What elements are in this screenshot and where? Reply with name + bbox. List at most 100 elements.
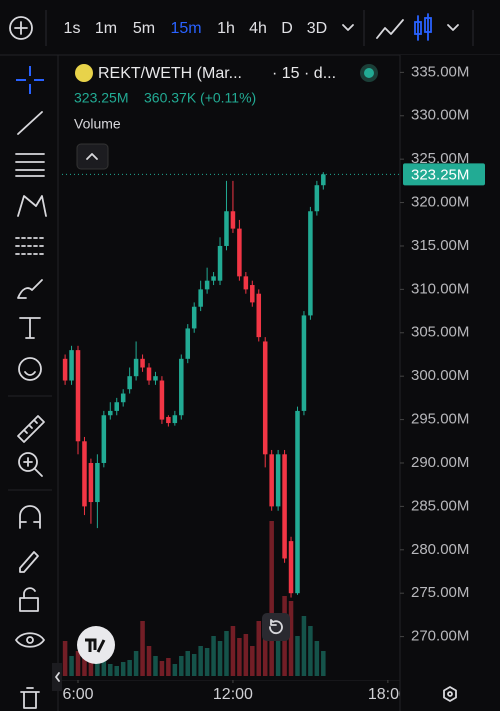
collapse-legend-button[interactable] xyxy=(76,143,109,170)
symbol-logo xyxy=(75,64,93,82)
market-status-dot xyxy=(364,68,374,78)
interval-button[interactable]: D xyxy=(281,20,293,37)
left-toolbar xyxy=(8,55,59,711)
volume-bar xyxy=(146,646,152,676)
candle-body xyxy=(269,454,274,507)
volume-bar xyxy=(288,601,294,676)
candle-body xyxy=(101,415,107,463)
volume-bar xyxy=(120,662,126,676)
y-tick-label: 310.00M xyxy=(411,280,469,297)
volume-bar xyxy=(82,646,87,676)
interval-button[interactable]: 5m xyxy=(133,20,155,37)
candle-body xyxy=(133,358,139,377)
volume-bar xyxy=(159,661,165,676)
settings-button[interactable] xyxy=(443,686,457,702)
candle-body xyxy=(114,402,120,411)
candle-body xyxy=(295,410,300,594)
volume-bar xyxy=(308,626,313,676)
candle-body xyxy=(69,350,74,381)
delete-tool[interactable] xyxy=(20,687,40,709)
interval-button[interactable]: 1m xyxy=(95,20,117,37)
zoom-tool[interactable] xyxy=(18,452,38,472)
interval-button[interactable]: 1h xyxy=(217,20,235,37)
volume-bar xyxy=(153,656,158,676)
volume-bar xyxy=(95,654,100,676)
visibility-tool[interactable] xyxy=(15,632,45,648)
forecast-tool[interactable] xyxy=(15,237,45,255)
y-tick-label: 270.00M xyxy=(411,628,469,645)
candle-body xyxy=(314,185,320,212)
text-tool[interactable] xyxy=(19,317,41,339)
volume-bar xyxy=(243,634,249,676)
candle-body xyxy=(230,211,236,229)
candle-body xyxy=(288,541,294,594)
candle-body xyxy=(146,367,152,381)
volume-bar xyxy=(179,656,184,676)
candle-body xyxy=(262,341,268,455)
fib-tool[interactable] xyxy=(15,153,45,177)
interval-button[interactable]: 15m xyxy=(170,20,201,37)
eye-pupil xyxy=(26,636,34,644)
lock-tool[interactable] xyxy=(19,597,39,612)
y-tick-label: 330.00M xyxy=(411,107,469,124)
candle-body xyxy=(82,441,87,507)
candle-body xyxy=(88,462,94,503)
candle-body xyxy=(321,174,326,186)
volume-bar xyxy=(185,651,191,676)
plot-area xyxy=(62,172,400,676)
interval-menu[interactable] xyxy=(342,24,354,31)
volume-bar xyxy=(301,616,307,676)
candle-body xyxy=(211,276,216,281)
emoji-smile xyxy=(24,371,36,376)
interval-button[interactable]: 4h xyxy=(249,20,267,37)
interval-button[interactable]: 1s xyxy=(64,20,81,37)
settings-dot xyxy=(447,691,453,697)
y-tick-label: 285.00M xyxy=(411,497,469,514)
candle-body xyxy=(198,289,203,307)
chevron-up xyxy=(86,153,98,160)
volume-bar xyxy=(127,660,132,676)
legend: REKT/WETH (Mar... · 15 · d... 323.25M 36… xyxy=(74,64,378,170)
plus-icon xyxy=(14,21,28,35)
zoom-icon xyxy=(23,457,43,477)
emoji-tool[interactable] xyxy=(18,357,42,381)
lock-drawings-tool[interactable] xyxy=(19,551,39,573)
add-symbol-button[interactable] xyxy=(9,16,33,40)
pattern-tool[interactable] xyxy=(17,195,47,217)
y-tick-label: 300.00M xyxy=(411,367,469,384)
volume-bar xyxy=(198,646,203,676)
candle-body xyxy=(120,393,126,403)
candle-body xyxy=(204,280,210,290)
last-price-label: 323.25M xyxy=(411,166,469,183)
candle-body xyxy=(282,454,287,559)
trend-line-tool[interactable] xyxy=(17,111,43,135)
reset-chart-button[interactable] xyxy=(262,613,290,641)
magnet-tool[interactable] xyxy=(19,505,41,529)
legend-change: 360.37K (+0.11%) xyxy=(144,90,256,106)
brush-tool[interactable] xyxy=(17,279,43,299)
candle-body xyxy=(179,358,184,416)
candle-body xyxy=(62,358,68,381)
volume-bar xyxy=(88,658,94,676)
lock-shackle xyxy=(23,587,36,599)
x-tick-label: 12:00 xyxy=(213,686,253,703)
legend-price: 323.25M xyxy=(74,90,128,106)
volume-bar xyxy=(114,666,120,676)
candle-body xyxy=(224,211,229,246)
chart-type-menu[interactable] xyxy=(447,24,459,31)
line-chart-button[interactable] xyxy=(376,19,404,39)
price-axis: 270.00M 275.00M 280.00M 285.00M 290.00M 295.0… xyxy=(399,55,500,711)
x-tick-label: 6:00 xyxy=(62,686,93,703)
crosshair-tool[interactable] xyxy=(16,66,44,94)
chevron-left xyxy=(55,672,60,682)
y-tick-label: 280.00M xyxy=(411,541,469,558)
candle-body xyxy=(95,462,100,503)
candle-body xyxy=(256,293,262,338)
candle-body xyxy=(191,306,197,329)
candle-chart-button[interactable] xyxy=(414,13,432,41)
volume-bar xyxy=(211,636,216,676)
interval-button[interactable]: 3D xyxy=(307,20,327,37)
ruler-tool[interactable] xyxy=(17,415,45,443)
